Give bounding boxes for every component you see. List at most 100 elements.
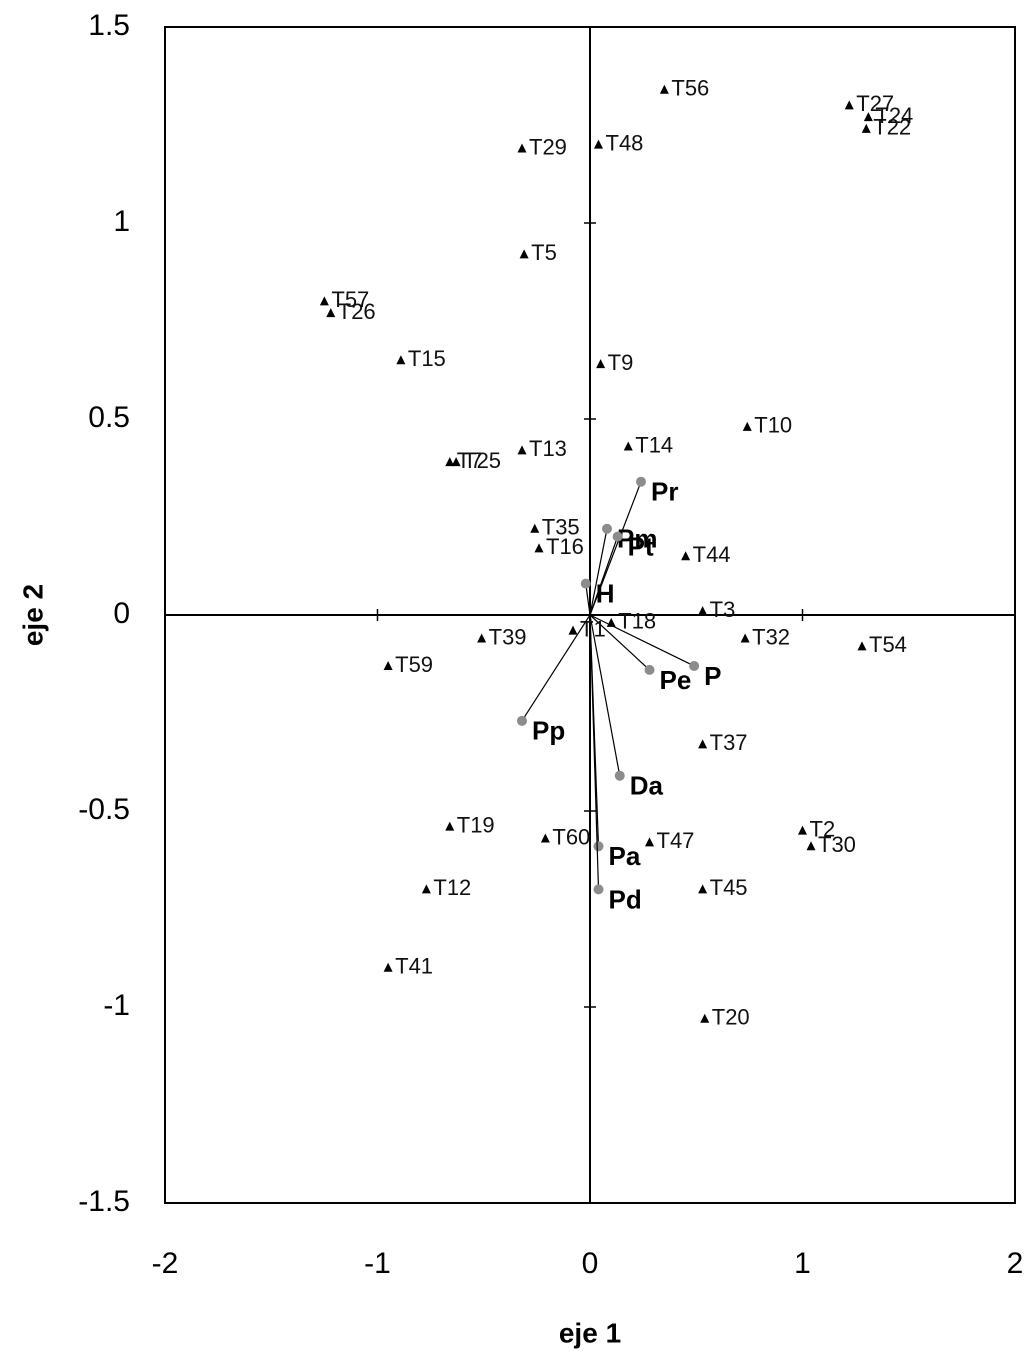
point-label: T12 bbox=[433, 875, 471, 900]
vector-label: Pa bbox=[609, 841, 641, 871]
point-marker bbox=[863, 112, 873, 122]
point-label: T20 bbox=[712, 1005, 750, 1030]
point-label: T60 bbox=[552, 824, 590, 849]
vector-label: Pt bbox=[628, 531, 654, 561]
point-marker bbox=[517, 143, 527, 153]
point-label: T32 bbox=[752, 624, 790, 649]
vector-end bbox=[689, 660, 700, 671]
point-marker bbox=[326, 308, 336, 318]
vector-end bbox=[580, 578, 591, 589]
point-label: T24 bbox=[875, 103, 913, 128]
vector-label: Pr bbox=[651, 477, 678, 507]
vector-line bbox=[589, 614, 621, 776]
point-label: T25 bbox=[463, 448, 501, 473]
vector-end bbox=[644, 664, 655, 675]
vector-line bbox=[521, 614, 591, 722]
vector-label: Pe bbox=[660, 665, 692, 695]
point-label: T19 bbox=[457, 812, 495, 837]
vector-label: P bbox=[704, 661, 721, 691]
point-label: T13 bbox=[529, 436, 567, 461]
point-label: T44 bbox=[693, 542, 731, 567]
point-label: T59 bbox=[395, 652, 433, 677]
y-tick-label: 1.5 bbox=[88, 9, 130, 42]
vector-label: H bbox=[596, 579, 615, 609]
point-label: T3 bbox=[710, 597, 736, 622]
point-label: T9 bbox=[608, 350, 634, 375]
point-marker bbox=[396, 355, 406, 365]
point-marker bbox=[606, 617, 616, 627]
point-marker bbox=[700, 1013, 710, 1023]
vector-end bbox=[636, 476, 646, 487]
y-tick-label: -1.5 bbox=[78, 1185, 130, 1218]
point-marker bbox=[596, 359, 606, 369]
point-marker bbox=[861, 123, 871, 133]
point-label: T41 bbox=[395, 954, 433, 979]
point-marker bbox=[645, 837, 654, 847]
point-label: T35 bbox=[542, 515, 580, 540]
point-label: T10 bbox=[754, 413, 792, 438]
point-marker bbox=[798, 825, 807, 835]
point-marker bbox=[659, 84, 669, 94]
x-axis-title: eje 1 bbox=[559, 1317, 621, 1348]
vector-line bbox=[589, 614, 695, 667]
point-label: T1 bbox=[580, 616, 606, 641]
x-tick-label: 1 bbox=[794, 1247, 811, 1280]
vector-end bbox=[602, 523, 612, 534]
point-marker bbox=[740, 633, 750, 643]
y-axis-title: eje 2 bbox=[17, 584, 48, 646]
point-marker bbox=[623, 441, 633, 451]
point-marker bbox=[698, 884, 708, 894]
point-marker bbox=[568, 625, 578, 635]
point-marker bbox=[445, 457, 455, 467]
point-marker bbox=[383, 660, 393, 670]
point-marker bbox=[477, 633, 487, 643]
point-label: T5 bbox=[531, 240, 557, 265]
point-label: T7 bbox=[457, 448, 483, 473]
point-label: T47 bbox=[657, 828, 695, 853]
vector-end bbox=[593, 884, 604, 895]
point-label: T48 bbox=[606, 130, 644, 155]
point-label: T39 bbox=[489, 624, 527, 649]
vector-label: Pm bbox=[617, 524, 657, 554]
vector-line bbox=[589, 614, 650, 671]
point-label: T57 bbox=[331, 287, 369, 312]
y-tick-label: 1 bbox=[113, 205, 130, 238]
vector-line bbox=[585, 583, 591, 616]
point-marker bbox=[451, 457, 461, 467]
point-marker bbox=[519, 249, 529, 259]
y-tick-label: -1 bbox=[103, 989, 130, 1022]
x-tick-label: -1 bbox=[364, 1247, 391, 1280]
point-label: T16 bbox=[546, 534, 584, 559]
point-label: T30 bbox=[818, 832, 856, 857]
vector-end bbox=[614, 770, 625, 781]
vector-line bbox=[589, 481, 642, 616]
vector-end bbox=[593, 841, 604, 852]
point-marker bbox=[594, 139, 603, 149]
vector-label: Pd bbox=[609, 884, 642, 914]
point-marker bbox=[844, 100, 854, 110]
x-tick-label: 0 bbox=[582, 1247, 599, 1280]
y-tick-label: 0.5 bbox=[88, 401, 130, 434]
y-tick-label: 0 bbox=[113, 597, 130, 630]
vector-line bbox=[589, 614, 600, 890]
point-label: T26 bbox=[338, 299, 376, 324]
point-marker bbox=[540, 833, 550, 843]
point-label: T54 bbox=[869, 632, 907, 657]
point-marker bbox=[742, 421, 752, 431]
point-label: T14 bbox=[635, 432, 673, 457]
point-marker bbox=[517, 445, 527, 455]
point-marker bbox=[806, 841, 816, 851]
point-label: T29 bbox=[529, 134, 567, 159]
point-label: T56 bbox=[671, 76, 709, 101]
point-marker bbox=[530, 523, 540, 533]
point-label: T2 bbox=[810, 816, 836, 841]
point-marker bbox=[698, 606, 708, 616]
point-label: T18 bbox=[618, 609, 656, 634]
point-label: T45 bbox=[710, 875, 748, 900]
y-tick-label: -0.5 bbox=[78, 793, 130, 826]
vector-line bbox=[589, 536, 619, 616]
vector-end bbox=[612, 531, 623, 542]
point-marker bbox=[857, 641, 867, 651]
point-marker bbox=[319, 296, 329, 306]
